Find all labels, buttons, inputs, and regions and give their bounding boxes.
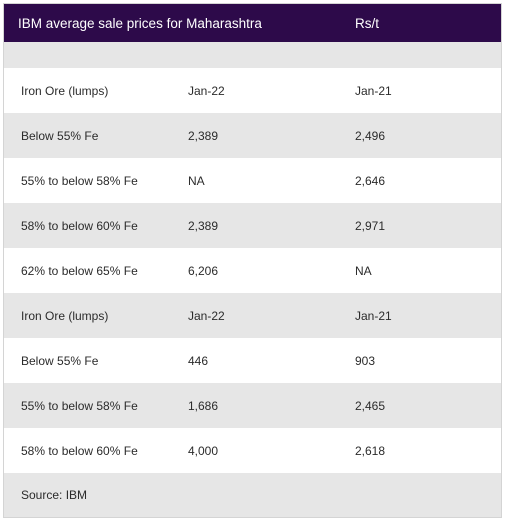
row-label: Below 55% Fe xyxy=(21,353,99,368)
row-value-1: NA xyxy=(188,173,205,188)
row-value-1: 4,000 xyxy=(188,443,219,458)
table-row: Below 55% Fe 446 903 xyxy=(4,338,501,383)
table-row: 58% to below 60% Fe 2,389 2,971 xyxy=(4,203,501,248)
row-value-2: NA xyxy=(355,263,372,278)
row-label: 62% to below 65% Fe xyxy=(21,263,138,278)
source-note: Source: IBM xyxy=(4,473,501,517)
row-value-1: 446 xyxy=(188,353,209,368)
row-value-2: Jan-21 xyxy=(355,308,392,323)
table-title: IBM average sale prices for Maharashtra xyxy=(18,15,262,31)
row-label: 55% to below 58% Fe xyxy=(21,173,138,188)
header-spacer xyxy=(4,42,501,68)
table-row: 55% to below 58% Fe NA 2,646 xyxy=(4,158,501,203)
row-value-2: 903 xyxy=(355,353,376,368)
table-row: 55% to below 58% Fe 1,686 2,465 xyxy=(4,383,501,428)
unit-label: Rs/t xyxy=(355,15,380,31)
row-value-2: 2,618 xyxy=(355,443,386,458)
row-value-2: 2,646 xyxy=(355,173,386,188)
row-value-2: 2,496 xyxy=(355,128,386,143)
row-label: 58% to below 60% Fe xyxy=(21,443,138,458)
row-value-2: Jan-21 xyxy=(355,83,392,98)
table-row: Iron Ore (lumps) Jan-22 Jan-21 xyxy=(4,68,501,113)
table-header: IBM average sale prices for Maharashtra … xyxy=(4,4,501,42)
price-table: IBM average sale prices for Maharashtra … xyxy=(3,3,502,518)
row-value-1: Jan-22 xyxy=(188,83,225,98)
row-label: 58% to below 60% Fe xyxy=(21,218,138,233)
table-row: Iron Ore (lumps) Jan-22 Jan-21 xyxy=(4,293,501,338)
row-label: 55% to below 58% Fe xyxy=(21,398,138,413)
table-body: Iron Ore (lumps) Jan-22 Jan-21 Below 55% Fe… xyxy=(4,68,501,473)
row-value-1: 1,686 xyxy=(188,398,219,413)
table-row: Below 55% Fe 2,389 2,496 xyxy=(4,113,501,158)
row-label: Iron Ore (lumps) xyxy=(21,308,109,323)
row-value-2: 2,971 xyxy=(355,218,386,233)
table-row: 58% to below 60% Fe 4,000 2,618 xyxy=(4,428,501,473)
row-label: Iron Ore (lumps) xyxy=(21,83,109,98)
row-value-2: 2,465 xyxy=(355,398,386,413)
row-value-1: 6,206 xyxy=(188,263,219,278)
row-value-1: Jan-22 xyxy=(188,308,225,323)
table-row: 62% to below 65% Fe 6,206 NA xyxy=(4,248,501,293)
row-label: Below 55% Fe xyxy=(21,128,99,143)
row-value-1: 2,389 xyxy=(188,218,219,233)
row-value-1: 2,389 xyxy=(188,128,219,143)
